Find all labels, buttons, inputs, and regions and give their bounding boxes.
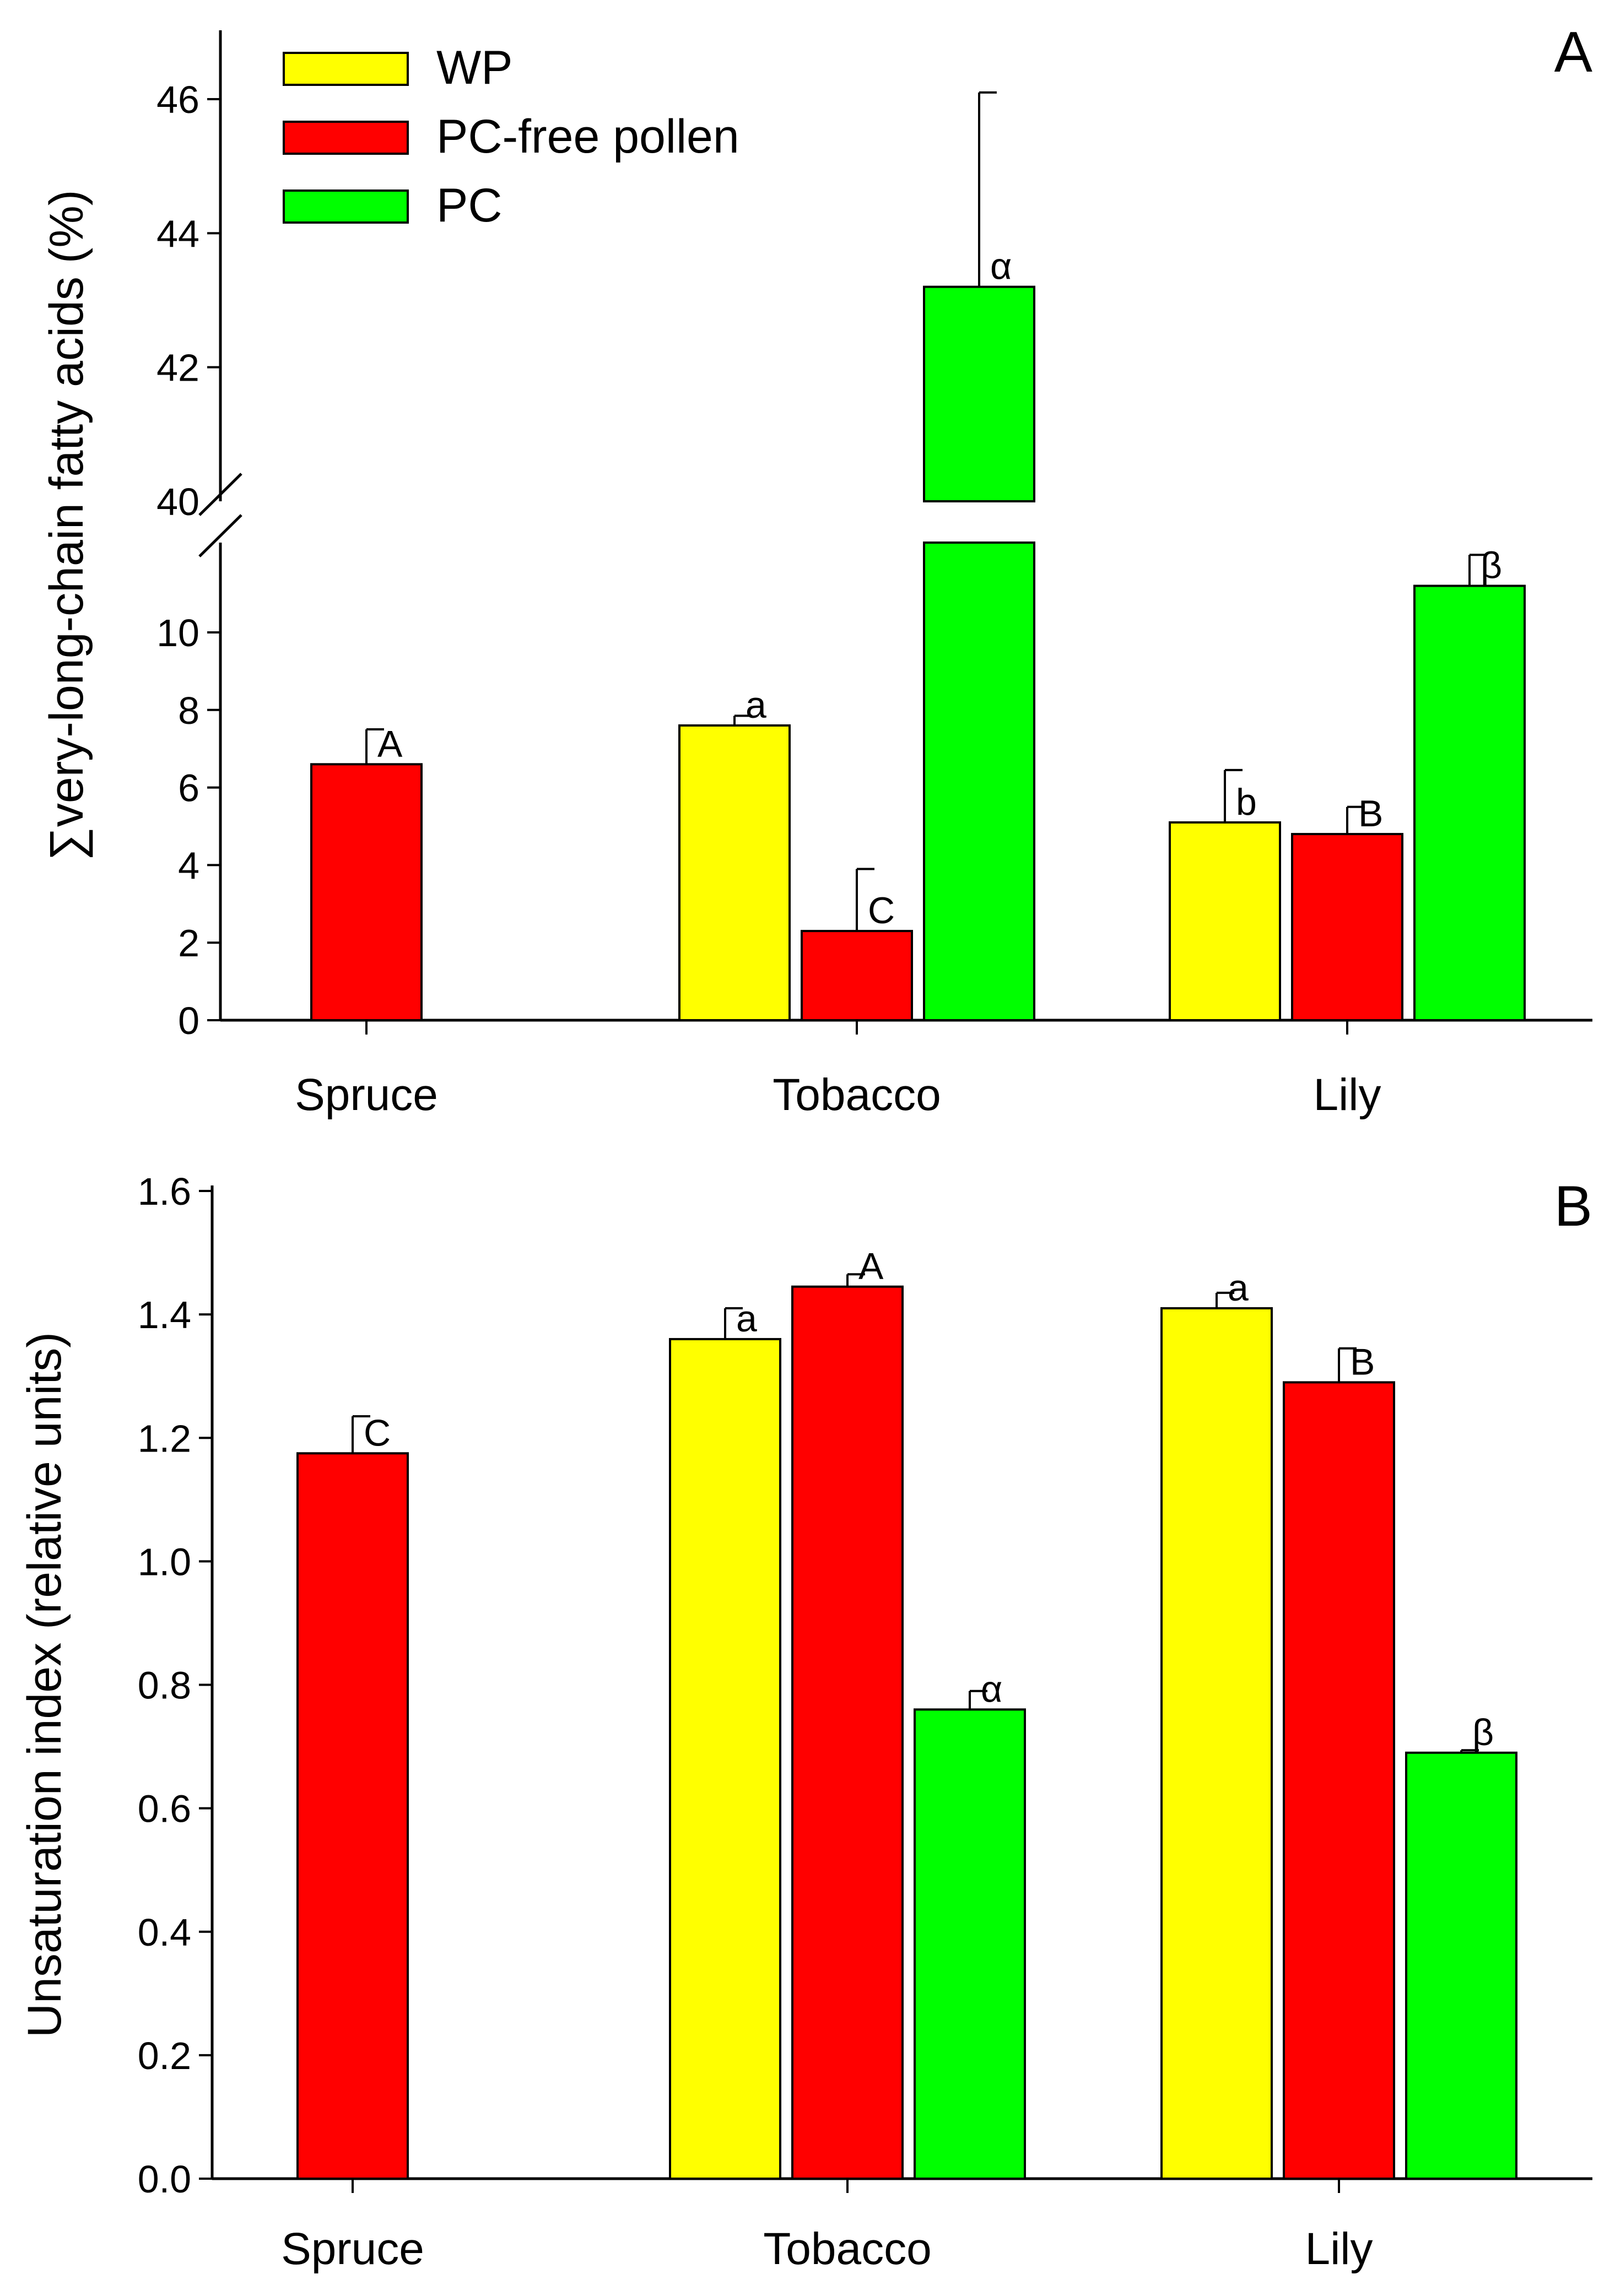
y-tick-label: 10 — [156, 611, 199, 654]
significance-label: A — [858, 1246, 884, 1287]
y-tick-label: 2 — [178, 922, 199, 965]
significance-label: α — [990, 246, 1012, 288]
bar — [296, 1452, 409, 2180]
panel-b: 0.0 0.2 0.4 0.6 0.8 1.0 1.2 1.4 1.6 Spruce Tobacco… — [18, 1170, 1592, 2274]
y-tick-label: 1.0 — [138, 1540, 191, 1583]
significance-label: A — [377, 723, 403, 765]
category-label: Spruce — [281, 2224, 424, 2274]
category-label: Tobacco — [763, 2224, 931, 2274]
axis-break-mark — [198, 473, 242, 516]
y-tick-label: 0.4 — [138, 1911, 191, 1954]
bar — [1291, 833, 1403, 1021]
significance-label: a — [746, 684, 766, 726]
bar — [1405, 1751, 1517, 2180]
y-tick-label: 46 — [156, 78, 199, 121]
bar — [678, 724, 791, 1021]
y-tick-label: 0.2 — [138, 2034, 191, 2077]
y-tick-label: 0.0 — [138, 2158, 191, 2201]
y-axis-title: Unsaturation index (relative units) — [18, 1332, 71, 2038]
category-label: Spruce — [295, 1070, 438, 1120]
significance-label: a — [1228, 1267, 1249, 1309]
y-tick-label: 1.2 — [138, 1417, 191, 1460]
y-tick-label: 1.4 — [138, 1293, 191, 1336]
significance-label: a — [736, 1298, 757, 1340]
y-tick-label: 6 — [178, 767, 199, 810]
y-tick-label: 0.8 — [138, 1664, 191, 1707]
significance-label: b — [1236, 781, 1257, 823]
legend-label: PC-free pollen — [436, 110, 739, 163]
panel-label-a: A — [1554, 20, 1593, 84]
axis-break-mark — [198, 514, 242, 557]
bar — [923, 285, 1035, 503]
bar — [914, 1708, 1026, 2180]
bar — [1169, 821, 1281, 1021]
bar — [791, 1285, 904, 2180]
legend-swatch — [283, 189, 409, 224]
y-tick-label: 0 — [178, 999, 199, 1042]
significance-label: B — [1350, 1341, 1375, 1383]
category-label: Lily — [1305, 2224, 1373, 2274]
significance-label: C — [868, 890, 895, 932]
y-tick-label: 8 — [178, 689, 199, 732]
bar — [310, 763, 423, 1021]
panel-label-b: B — [1554, 1174, 1592, 1238]
category-label: Tobacco — [773, 1070, 941, 1120]
legend-swatch — [283, 52, 409, 86]
bar — [1160, 1307, 1273, 2180]
y-tick-label: 0.6 — [138, 1788, 191, 1831]
y-tick-label: 42 — [156, 346, 199, 389]
y-tick-label: 40 — [156, 480, 199, 523]
significance-label: B — [1358, 793, 1383, 835]
bar — [669, 1337, 781, 2180]
y-tick-label: 4 — [178, 844, 199, 887]
bar — [1413, 584, 1526, 1021]
significance-label: β — [1472, 1712, 1494, 1753]
legend-swatch — [283, 121, 409, 155]
legend-label: WP — [436, 41, 513, 94]
y-axis-title: ∑very-long-chain fatty acids (%) — [40, 190, 93, 861]
bar — [801, 930, 913, 1021]
significance-label: α — [981, 1668, 1002, 1710]
y-tick-label: 44 — [156, 212, 199, 255]
category-label: Lily — [1313, 1070, 1381, 1120]
bar — [923, 541, 1035, 1021]
significance-label: C — [364, 1412, 391, 1454]
y-tick-label: 1.6 — [138, 1170, 191, 1213]
legend-label: PC — [436, 179, 502, 232]
bar — [1283, 1381, 1395, 2180]
significance-label: β — [1481, 545, 1502, 587]
